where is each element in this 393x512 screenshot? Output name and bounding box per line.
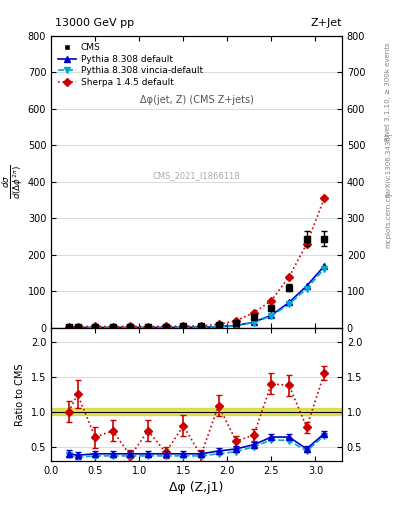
Text: mcplots.cern.ch: mcplots.cern.ch <box>385 192 391 248</box>
Text: CMS_2021_I1866118: CMS_2021_I1866118 <box>153 172 240 181</box>
Text: Δφ(jet, Z) (CMS Z+jets): Δφ(jet, Z) (CMS Z+jets) <box>140 95 253 105</box>
X-axis label: Δφ (Z,j1): Δφ (Z,j1) <box>169 481 224 494</box>
Legend: CMS, Pythia 8.308 default, Pythia 8.308 vincia-default, Sherpa 1.4.5 default: CMS, Pythia 8.308 default, Pythia 8.308 … <box>55 40 206 90</box>
Text: Z+Jet: Z+Jet <box>310 18 342 28</box>
Y-axis label: Ratio to CMS: Ratio to CMS <box>15 363 25 425</box>
Y-axis label: $\frac{d\sigma}{d(\Delta\phi^{2\pi})}$: $\frac{d\sigma}{d(\Delta\phi^{2\pi})}$ <box>0 164 25 199</box>
Bar <box>51 409 342 415</box>
Text: 13000 GeV pp: 13000 GeV pp <box>55 18 134 28</box>
Text: Rivet 3.1.10, ≥ 300k events: Rivet 3.1.10, ≥ 300k events <box>385 43 391 141</box>
Text: [arXiv:1306.3436]: [arXiv:1306.3436] <box>384 132 391 196</box>
